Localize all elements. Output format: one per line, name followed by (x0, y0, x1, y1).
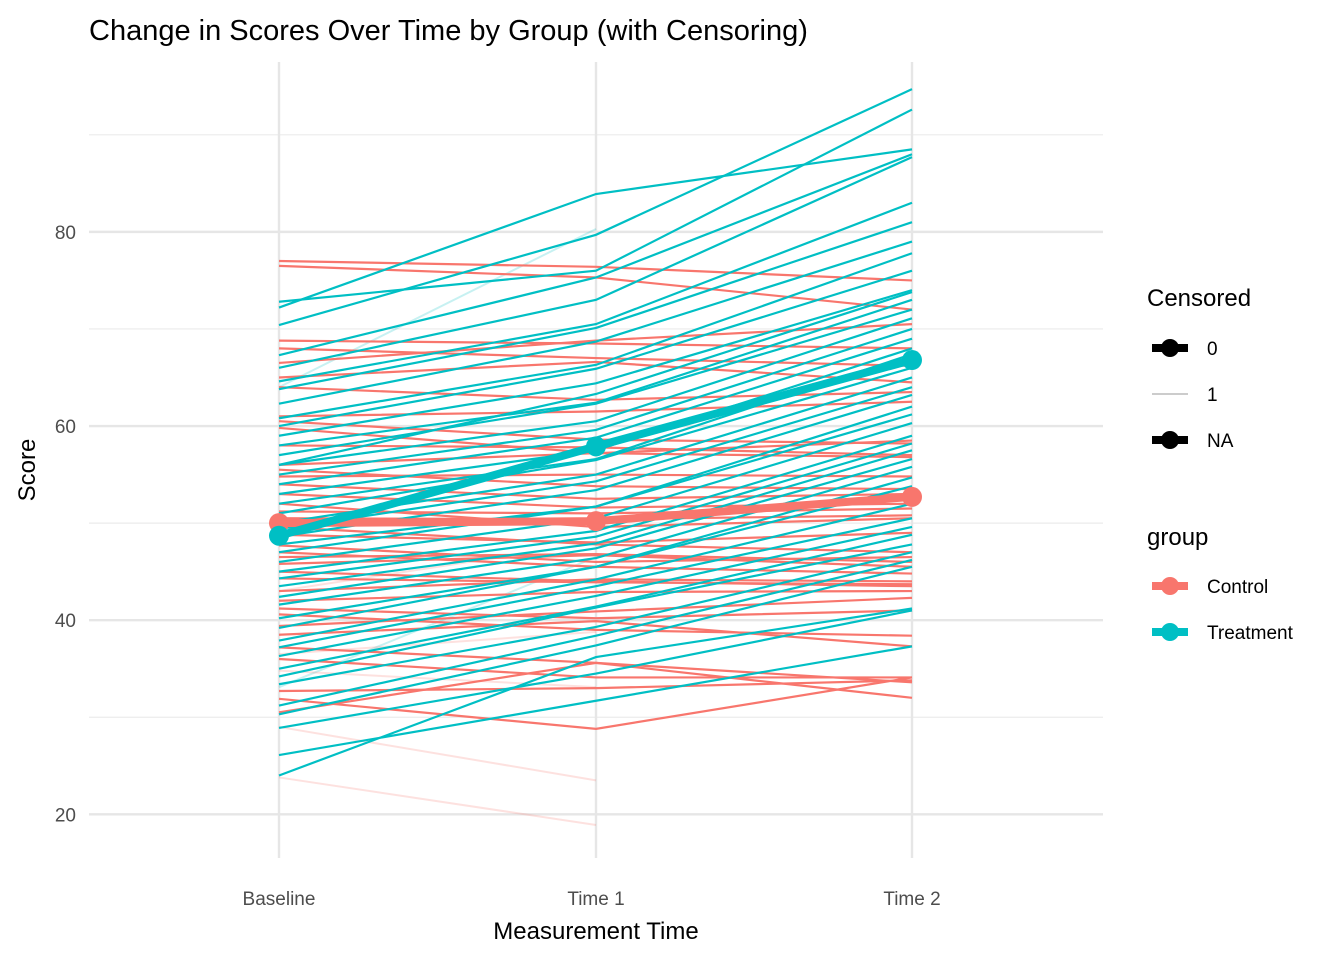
treatment-trajectory-line (278, 88, 913, 327)
treatment-trajectory-line (278, 413, 913, 554)
legend-entry-label: Control (1207, 577, 1268, 598)
treatment-mean-point (269, 525, 289, 546)
treatment-trajectory-line (278, 485, 913, 630)
control-trajectory-line (278, 554, 913, 568)
control-trajectory-line (278, 661, 913, 714)
treatment-trajectory-line (278, 543, 913, 678)
treatment-trajectory-line (278, 201, 913, 383)
legend: Censored 0 1 NA group Control Treatment (1147, 285, 1294, 644)
control-mean-point (902, 486, 922, 507)
treatment-trajectory-line (278, 153, 913, 357)
chart-title: Change in Scores Over Time by Group (wit… (89, 15, 808, 47)
treatment-trajectory-line (278, 457, 913, 598)
y-tick-label: 20 (55, 805, 76, 826)
censored-trajectory-line (278, 725, 597, 782)
control-trajectory-line (278, 607, 913, 620)
legend-title-group: group (1147, 524, 1208, 551)
treatment-trajectory-line (278, 465, 913, 606)
y-tick-label: 80 (55, 223, 76, 244)
legend-title-censored: Censored (1147, 285, 1251, 312)
treatment-trajectory-line (278, 327, 913, 476)
group-means (269, 350, 922, 546)
y-tick-labels: 20 40 60 80 (55, 223, 76, 826)
y-tick-label: 60 (55, 417, 76, 438)
censored-trajectory-line (278, 228, 597, 389)
treatment-trajectory-line (278, 609, 913, 730)
treatment-trajectory-line (278, 525, 913, 658)
control-trajectory-line (278, 620, 913, 648)
legend-entry-label: NA (1207, 431, 1234, 452)
treatment-trajectory-line (278, 289, 913, 437)
x-tick-label: Time 2 (883, 889, 940, 910)
treatment-mean-point (902, 350, 922, 371)
treatment-trajectory-line (278, 558, 913, 707)
control-mean-point (586, 511, 606, 532)
treatment-trajectory-line (278, 551, 913, 686)
treatment-trajectory-line (278, 252, 913, 420)
censored-trajectory-line (278, 776, 597, 826)
treatment-trajectory-line (278, 156, 913, 369)
control-trajectory-line (278, 400, 913, 418)
treatment-trajectory-line (278, 442, 913, 580)
treatment-trajectory-line (278, 308, 913, 457)
legend-entry-label: Treatment (1207, 623, 1294, 644)
control-trajectory-line (278, 679, 913, 693)
treatment-trajectory-line (278, 240, 913, 405)
treatment-trajectory-line (278, 221, 913, 391)
y-tick-label: 40 (55, 611, 76, 632)
trajectory-lines (278, 88, 913, 826)
treatment-trajectory-line (278, 607, 913, 777)
x-axis-label: Measurement Time (493, 918, 698, 945)
x-tick-label: Baseline (243, 889, 316, 910)
treatment-trajectory-line (278, 148, 913, 309)
treatment-mean-point (586, 436, 606, 457)
legend-key-point (1161, 339, 1179, 357)
treatment-trajectory-line (278, 517, 913, 649)
treatment-trajectory-line (278, 502, 913, 642)
treatment-trajectory-line (278, 366, 913, 515)
treatment-trajectory-line (278, 565, 913, 716)
control-trajectory-line (278, 589, 913, 602)
control-trajectory-line (278, 339, 913, 350)
x-tick-labels: Baseline Time 1 Time 2 (243, 889, 941, 910)
control-trajectory-line (278, 360, 913, 384)
control-trajectory-line (278, 386, 913, 401)
legend-key-point (1161, 431, 1179, 449)
x-tick-label: Time 1 (567, 889, 624, 910)
treatment-trajectory-line (278, 269, 913, 428)
legend-key-point (1161, 623, 1179, 641)
legend-entry-label: 1 (1207, 385, 1218, 406)
treatment-trajectory-line (278, 449, 913, 588)
treatment-trajectory-line (278, 317, 913, 466)
y-axis-label: Score (14, 439, 41, 502)
legend-entry-label: 0 (1207, 339, 1218, 360)
legend-key-point (1161, 577, 1179, 595)
treatment-trajectory-line (278, 386, 913, 531)
treatment-trajectory-line (278, 291, 913, 466)
